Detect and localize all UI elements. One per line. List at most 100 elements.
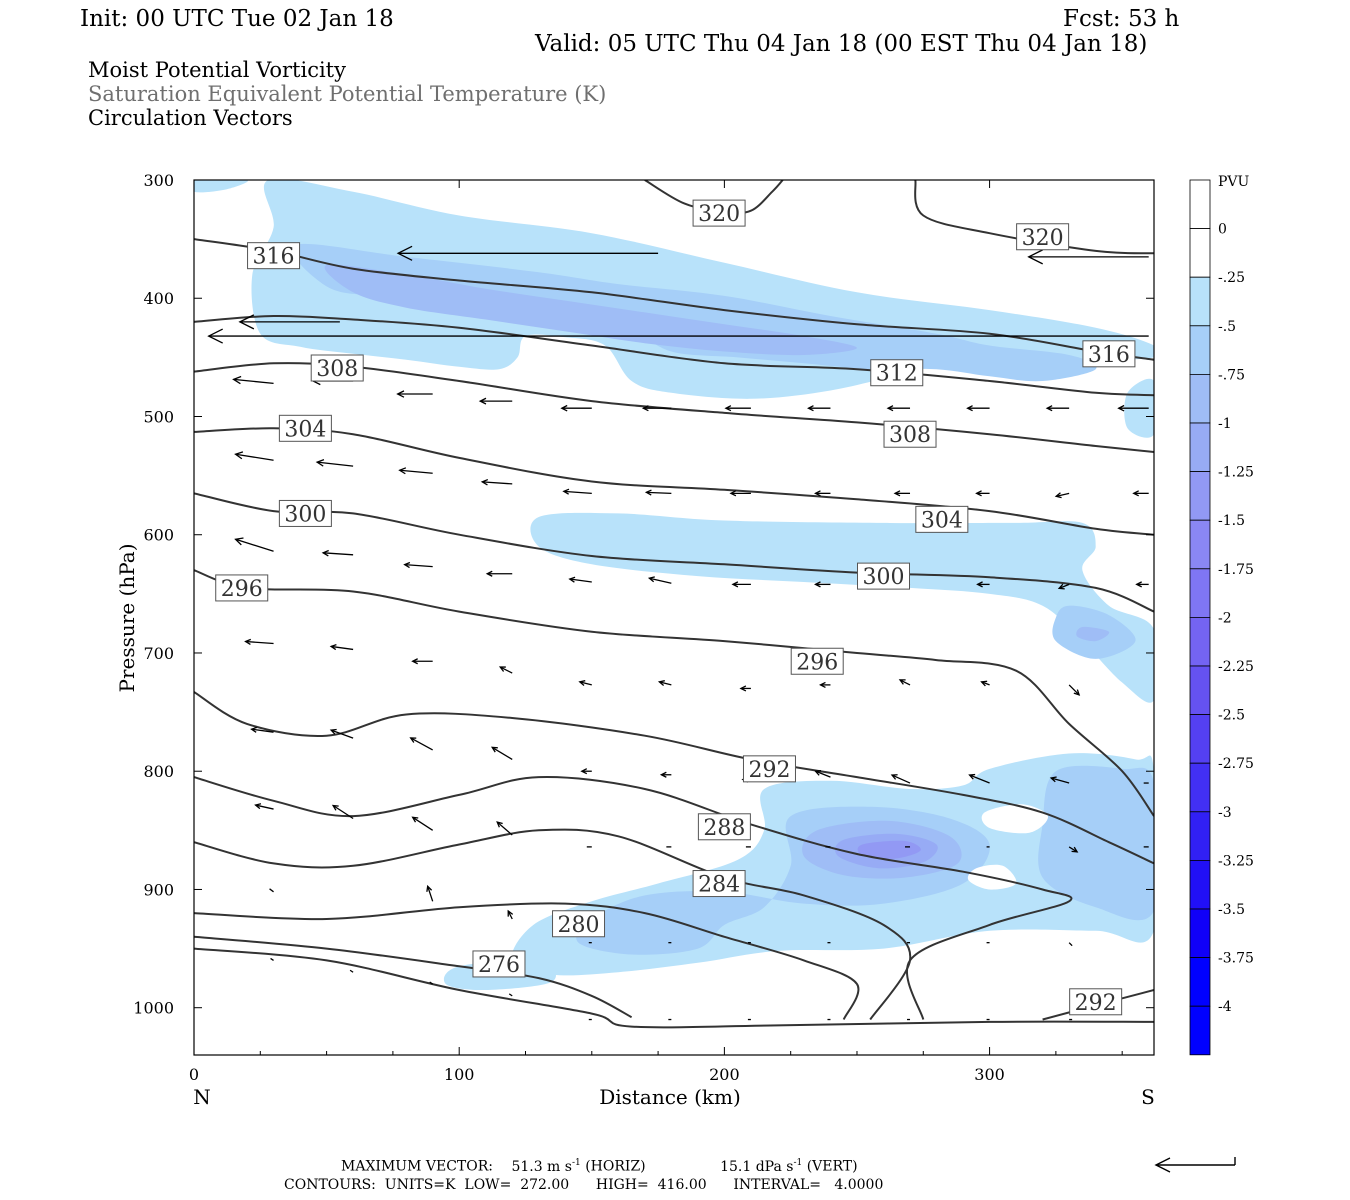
vert-unit: (VERT) (806, 1158, 858, 1175)
pv-region-4 (291, 243, 1097, 382)
vector-65 (411, 816, 434, 831)
horiz-unit: (HORIZ) (585, 1158, 646, 1175)
y-tick-label-5: 800 (143, 762, 174, 781)
contour-label-6: 308 (889, 423, 931, 448)
colorbar-swatch-6 (1189, 471, 1211, 521)
y-tick-label-0: 300 (143, 171, 174, 190)
vector-17 (315, 459, 354, 467)
pv-region-0 (194, 180, 248, 193)
colorbar-swatch-4 (1189, 373, 1211, 424)
contour-label-box-14 (742, 755, 796, 783)
vector-59 (890, 774, 911, 784)
y-tick-label-2: 500 (143, 407, 174, 426)
colorbar-label-7: -1.75 (1218, 562, 1254, 578)
footer-max-vector: MAXIMUM VECTOR: 51.3 m s-1 (HORIZ) 15.1 … (341, 1159, 858, 1174)
contour-label-box-17 (552, 910, 606, 938)
vector-16 (234, 451, 274, 461)
contour-label-box-12 (790, 647, 844, 675)
colorbar-label-6: -1.5 (1218, 513, 1245, 529)
colorbar-label-0: 0 (1218, 222, 1227, 238)
colorbar-swatch-7 (1189, 519, 1211, 570)
vector-27 (1132, 490, 1149, 497)
x-tick-label-1: 100 (444, 1065, 475, 1084)
vector-50 (1068, 684, 1081, 696)
colorbar-swatch-17 (1189, 1005, 1211, 1056)
vector-34 (731, 581, 751, 588)
colorbar-label-13: -3.25 (1218, 853, 1254, 869)
end-label-north: N (193, 1085, 211, 1109)
colorbar-label-8: -2 (1218, 610, 1232, 626)
vector-4 (232, 375, 274, 385)
vector-73 (1068, 846, 1079, 853)
colorbar-label-5: -1.25 (1218, 465, 1254, 481)
vector-60 (968, 773, 990, 784)
title-theta-es: Saturation Equivalent Potential Temperat… (88, 82, 607, 106)
contour-label-box-13 (215, 574, 269, 602)
colorbar-unit: PVU (1218, 174, 1250, 190)
vector-20 (562, 488, 592, 495)
vector-52 (329, 728, 354, 739)
vector-64 (331, 804, 354, 820)
colorbar-swatch-16 (1189, 957, 1211, 1007)
contour-label-box-5 (870, 359, 924, 387)
title-vectors: Circulation Vectors (88, 106, 293, 130)
contour-label-3: 316 (253, 245, 295, 270)
pv-region-7 (1076, 626, 1110, 642)
contour-label-box-2 (1016, 223, 1070, 251)
colorbar-swatch-1 (1189, 228, 1211, 278)
contour-label-box-7 (310, 354, 364, 382)
vector-85 (270, 957, 274, 961)
vector-31 (485, 570, 513, 577)
axes: 0 100 200 300 300 400 500 600 700 800 900 1000 (133, 171, 1154, 1084)
colorbar-swatch-10 (1189, 665, 1211, 715)
pv-region-11 (1038, 765, 1154, 921)
vector-61 (1049, 776, 1070, 784)
vector-19 (480, 478, 513, 486)
contour-label-box-4 (1082, 340, 1136, 368)
x-tick-label-0: 0 (189, 1065, 199, 1084)
colorbar-swatch-13 (1189, 811, 1211, 861)
colorbar-label-3: -.75 (1218, 367, 1245, 383)
colorbar-swatch-11 (1189, 714, 1211, 764)
vector-48 (898, 679, 911, 686)
vector-23 (814, 490, 831, 497)
vert-value: 15.1 dPa s (720, 1158, 794, 1175)
theta-contour-17 (194, 902, 860, 1020)
footer-contours: CONTOURS: UNITS=K LOW= 272.00 HIGH= 416.… (284, 1177, 884, 1193)
contour-label-14: 292 (748, 758, 790, 783)
vector-44 (578, 680, 592, 687)
vector-25 (975, 490, 990, 497)
theta-contour-15 (194, 775, 1073, 1020)
colorbar-swatch-3 (1189, 325, 1211, 375)
vector-86 (349, 969, 354, 973)
colorbar-label-16: -4 (1218, 999, 1232, 1015)
contour-label-box-18 (472, 950, 526, 978)
contour-label-0: 320 (698, 202, 740, 227)
y-axis-label: Pressure (hPa) (115, 544, 139, 693)
x-tick-label-2: 200 (709, 1065, 740, 1084)
vector-51 (250, 726, 274, 733)
vector-45 (657, 680, 672, 687)
contour-label-20: 292 (1075, 991, 1117, 1016)
contour-label-box-8 (915, 505, 969, 533)
colorbar-label-2: -.5 (1218, 319, 1236, 335)
theta-contour-14 (194, 691, 1154, 865)
vector-18 (398, 467, 433, 475)
pv-hole-0 (981, 804, 1049, 834)
colorbar-label-14: -3.5 (1218, 902, 1245, 918)
init-time: Init: 00 UTC Tue 02 Jan 18 (80, 6, 394, 32)
colorbar-swatch-5 (1189, 422, 1211, 472)
contour-label-2: 320 (1022, 226, 1064, 251)
contour-label-box-0 (692, 199, 746, 227)
contour-label-16: 284 (698, 873, 740, 898)
theta-contour-19 (194, 947, 1154, 1029)
vector-49 (980, 680, 990, 687)
contour-label-17: 280 (558, 913, 600, 938)
contour-label-7: 308 (316, 357, 358, 382)
vector-9 (641, 405, 672, 412)
vector-30 (403, 561, 433, 569)
colorbar-label-9: -2.25 (1218, 659, 1254, 675)
colorbar-label-11: -2.75 (1218, 756, 1254, 772)
vector-55 (580, 768, 592, 775)
